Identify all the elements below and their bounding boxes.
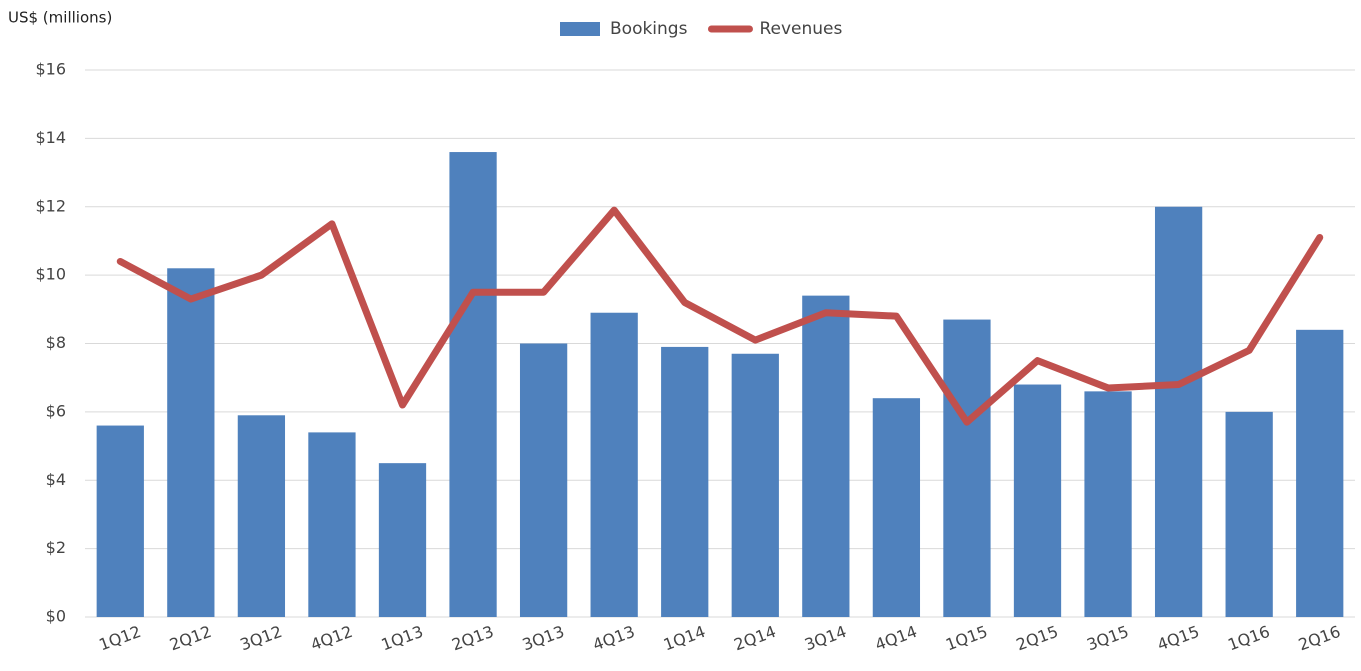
bar (872, 398, 921, 617)
x-tick-label: 1Q13 (379, 622, 426, 655)
bar (802, 295, 850, 617)
x-tick-label: 4Q15 (1155, 622, 1202, 655)
x-tick-label: 4Q14 (873, 622, 920, 655)
x-tick-label: 2Q15 (1014, 622, 1061, 655)
bar (1084, 391, 1132, 617)
bar (1225, 411, 1273, 617)
y-tick-label: $6 (46, 401, 66, 420)
bar (1154, 206, 1203, 617)
legend-label: Bookings (610, 19, 688, 39)
bar (1296, 329, 1344, 617)
y-axis-label: US$ (millions) (8, 9, 112, 27)
bar (449, 152, 497, 618)
x-tick-label: 1Q12 (96, 622, 143, 655)
x-tick-label: 1Q14 (661, 622, 708, 655)
bar (590, 312, 638, 617)
y-tick-label: $10 (35, 265, 66, 284)
bar (167, 268, 215, 617)
legend-label: Revenues (759, 19, 842, 39)
bar (237, 415, 286, 617)
x-tick-label: 2Q16 (1296, 622, 1343, 655)
x-tick-label: 2Q13 (449, 622, 496, 655)
y-tick-label: $8 (46, 333, 66, 352)
x-tick-label: 3Q12 (238, 622, 285, 655)
x-tick-label: 1Q16 (1225, 622, 1272, 655)
x-tick-label: 4Q13 (590, 622, 637, 655)
x-tick-label: 3Q15 (1084, 622, 1131, 655)
line (116, 206, 1324, 426)
bar (378, 463, 427, 617)
bar (519, 343, 568, 617)
x-tick-label: 1Q15 (943, 622, 990, 655)
bar (731, 353, 779, 617)
legend-swatch (560, 22, 600, 36)
y-tick-label: $14 (35, 128, 66, 147)
y-tick-label: $4 (46, 470, 66, 489)
y-tick-label: $16 (35, 60, 66, 79)
y-tick-label: $0 (46, 607, 66, 626)
bar (661, 346, 709, 617)
x-tick-label: 2Q14 (731, 622, 778, 655)
x-tick-label: 2Q12 (167, 622, 214, 655)
x-tick-label: 3Q13 (520, 622, 567, 655)
x-tick-label: 3Q14 (802, 622, 849, 655)
bar (96, 425, 144, 617)
x-tick-label: 4Q12 (308, 622, 355, 655)
bar (308, 432, 356, 617)
legend: Bookings Revenues (560, 19, 843, 39)
bar (1013, 384, 1062, 617)
y-tick-label: $2 (46, 538, 66, 557)
bar (943, 319, 991, 617)
y-tick-label: $12 (35, 196, 66, 215)
